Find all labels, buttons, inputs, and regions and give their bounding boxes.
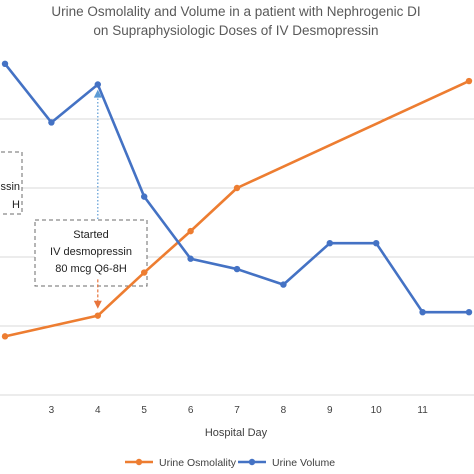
annotation-box-partial xyxy=(0,151,23,215)
x-tick-label-10: 10 xyxy=(371,405,383,416)
x-tick-label-8: 8 xyxy=(281,405,287,416)
orange-arrow-head xyxy=(93,300,102,309)
chart-title-line-1: Urine Osmolality and Volume in a patient… xyxy=(51,4,420,19)
point-urine-volume-5 xyxy=(233,265,241,273)
point-urine-volume-7 xyxy=(326,240,333,247)
point-urine-volume-0 xyxy=(1,60,9,67)
point-urine-volume-10 xyxy=(465,309,473,316)
point-urine-osmolality-2 xyxy=(141,269,148,276)
legend: Urine Osmolality Urine Volume xyxy=(125,457,335,469)
x-tick-label-7: 7 xyxy=(234,405,240,416)
annotation-partial-line-1: ssin xyxy=(0,181,20,193)
x-tick-label-5: 5 xyxy=(141,405,147,416)
annotation-started-line-2: IV desmopressin xyxy=(50,246,132,258)
series-line-urine-osmolality xyxy=(3,79,471,338)
legend-swatch-marker-urine-osmolality xyxy=(135,458,143,466)
x-tick-label-3: 3 xyxy=(49,405,55,416)
series-layer xyxy=(1,60,473,340)
annotation-partial-line-2: H xyxy=(12,199,20,211)
x-tick-label-11: 11 xyxy=(417,405,428,416)
x-tick-label-4: 4 xyxy=(95,405,101,416)
legend-label-urine-volume: Urine Volume xyxy=(272,457,335,469)
point-urine-volume-4 xyxy=(187,255,194,262)
chart-title-line-2: on Supraphysiologic Doses of IV Desmopre… xyxy=(93,23,378,38)
point-urine-volume-2 xyxy=(94,81,102,88)
point-urine-volume-6 xyxy=(280,281,287,288)
point-urine-volume-8 xyxy=(373,240,380,247)
point-urine-volume-1 xyxy=(48,119,55,126)
legend-swatch-marker-urine-volume xyxy=(248,458,256,466)
point-urine-osmolality-0 xyxy=(1,333,9,340)
point-urine-osmolality-3 xyxy=(187,227,194,235)
annotation-box-started xyxy=(34,219,148,287)
x-axis-tick-labels: 3 4 5 6 7 8 9 10 11 xyxy=(49,405,429,416)
point-urine-volume-9 xyxy=(419,309,426,316)
point-urine-osmolality-5 xyxy=(465,77,473,85)
chart-title: Urine Osmolality and Volume in a patient… xyxy=(51,4,420,38)
point-urine-volume-3 xyxy=(141,193,148,200)
point-urine-osmolality-4 xyxy=(233,184,241,192)
annotation-started-line-1: Started xyxy=(73,229,108,241)
dotted-arrow-head xyxy=(93,89,102,98)
x-tick-label-9: 9 xyxy=(327,405,333,416)
x-axis-title: Hospital Day xyxy=(205,427,268,439)
x-tick-label-6: 6 xyxy=(188,405,194,416)
legend-label-urine-osmolality: Urine Osmolality xyxy=(159,457,237,469)
point-urine-osmolality-1 xyxy=(94,312,102,319)
annotation-started-line-3: 80 mcg Q6-8H xyxy=(55,263,127,275)
annotations-layer: Started IV desmopressin 80 mcg Q6-8H ssin H xyxy=(0,89,148,309)
